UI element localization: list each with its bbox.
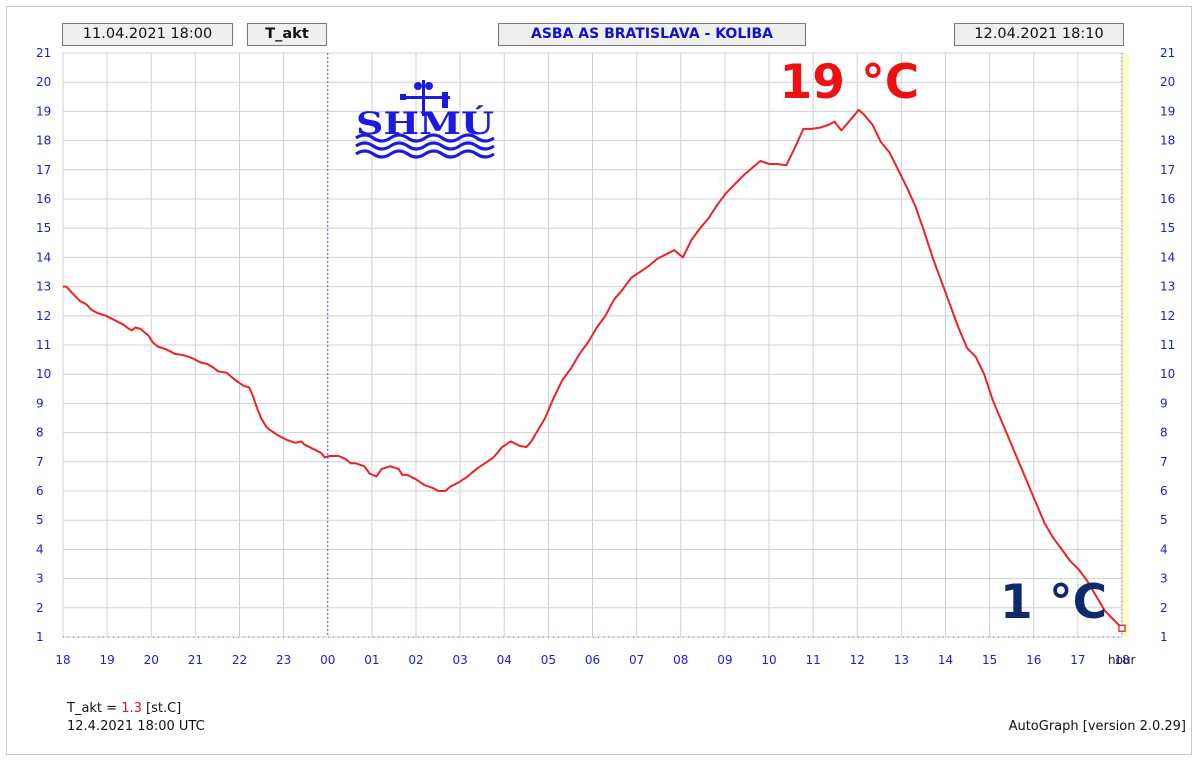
y-tick-label-right: 5 [1160, 513, 1168, 527]
y-tick-label-left: 19 [36, 104, 51, 118]
y-tick-label-left: 21 [36, 46, 51, 60]
x-tick-label: 16 [1026, 653, 1041, 667]
y-tick-label-right: 2 [1160, 601, 1168, 615]
y-tick-label-left: 1 [36, 630, 44, 644]
footer-timestamp: 12.4.2021 18:00 UTC [67, 719, 205, 734]
y-tick-label-left: 3 [36, 572, 44, 586]
x-tick-label: 10 [761, 653, 776, 667]
x-tick-label: 01 [364, 653, 379, 667]
y-tick-label-right: 8 [1160, 426, 1168, 440]
y-tick-label-right: 20 [1160, 75, 1175, 89]
value-unit: [st.C] [146, 701, 182, 716]
x-tick-label: 07 [629, 653, 644, 667]
temperature-line [63, 108, 1123, 629]
y-tick-label-right: 13 [1160, 280, 1175, 294]
y-tick-label-right: 3 [1160, 572, 1168, 586]
y-tick-label-left: 17 [36, 163, 51, 177]
y-tick-label-right: 18 [1160, 134, 1175, 148]
value-name: T_akt = [67, 701, 118, 716]
current-value-readout: T_akt = 1.3 [st.C] [67, 701, 181, 716]
footer-version: AutoGraph [version 2.0.29] [1008, 719, 1186, 734]
x-tick-label: 06 [585, 653, 600, 667]
x-tick-label: 09 [717, 653, 732, 667]
y-tick-label-left: 11 [36, 338, 51, 352]
station-title: ASBA AS BRATISLAVA - KOLIBA [498, 23, 806, 46]
y-tick-label-right: 12 [1160, 309, 1175, 323]
start-datetime-label: 11.04.2021 18:00 [62, 23, 233, 46]
y-tick-label-left: 5 [36, 513, 44, 527]
y-tick-label-left: 13 [36, 280, 51, 294]
current-band-rect [1121, 53, 1129, 637]
wave-icon [355, 133, 495, 159]
x-tick-label: 18 [55, 653, 70, 667]
y-tick-label-left: 7 [36, 455, 44, 469]
x-tick-label: 19 [99, 653, 114, 667]
y-tick-label-right: 19 [1160, 104, 1175, 118]
x-tick-label: 08 [673, 653, 688, 667]
shmu-logo: SHMÚ [355, 80, 495, 159]
x-tick-label: 21 [188, 653, 203, 667]
y-tick-label-right: 14 [1160, 250, 1175, 264]
y-tick-label-right: 7 [1160, 455, 1168, 469]
y-tick-label-left: 2 [36, 601, 44, 615]
current-value: 1.3 [121, 701, 142, 716]
y-tick-label-left: 15 [36, 221, 51, 235]
current-value-marker [1118, 624, 1126, 632]
x-tick-label: 04 [497, 653, 512, 667]
y-tick-label-right: 4 [1160, 542, 1168, 556]
y-tick-label-left: 16 [36, 192, 51, 206]
min-temperature-label: 1 °C [1000, 575, 1107, 630]
x-tick-label: 13 [894, 653, 909, 667]
x-tick-label: 23 [276, 653, 291, 667]
y-tick-label-right: 11 [1160, 338, 1175, 352]
y-tick-label-right: 21 [1160, 46, 1175, 60]
y-tick-label-left: 18 [36, 134, 51, 148]
y-tick-label-left: 8 [36, 426, 44, 440]
x-tick-label: 11 [805, 653, 820, 667]
y-tick-label-left: 9 [36, 396, 44, 410]
x-tick-label: 14 [938, 653, 953, 667]
x-tick-label: 03 [452, 653, 467, 667]
x-tick-label: 15 [982, 653, 997, 667]
x-tick-label: 20 [144, 653, 159, 667]
x-tick-label: 05 [541, 653, 556, 667]
y-tick-label-right: 10 [1160, 367, 1175, 381]
x-tick-label: 12 [850, 653, 865, 667]
y-tick-label-right: 9 [1160, 396, 1168, 410]
current-time-band [1121, 53, 1129, 637]
parameter-label: T_akt [247, 23, 327, 46]
y-tick-label-left: 20 [36, 75, 51, 89]
y-tick-label-left: 14 [36, 250, 51, 264]
y-tick-label-right: 15 [1160, 221, 1175, 235]
chart-frame [6, 6, 1192, 755]
x-axis-unit-label: hour [1108, 653, 1136, 667]
x-tick-label: 00 [320, 653, 335, 667]
end-datetime-label: 12.04.2021 18:10 [954, 23, 1124, 46]
y-tick-label-left: 10 [36, 367, 51, 381]
y-tick-label-left: 4 [36, 542, 44, 556]
x-tick-label: 02 [408, 653, 423, 667]
max-temperature-label: 19 °C [780, 55, 920, 110]
y-tick-label-left: 6 [36, 484, 44, 498]
y-tick-label-right: 16 [1160, 192, 1175, 206]
y-tick-label-right: 17 [1160, 163, 1175, 177]
anemometer-icon [400, 80, 450, 116]
x-tick-label: 18 [1114, 653, 1129, 667]
y-tick-label-right: 1 [1160, 630, 1168, 644]
x-tick-label: 17 [1070, 653, 1085, 667]
grid [62, 52, 1123, 638]
y-tick-label-left: 12 [36, 309, 51, 323]
x-tick-label: 22 [232, 653, 247, 667]
y-tick-label-right: 6 [1160, 484, 1168, 498]
